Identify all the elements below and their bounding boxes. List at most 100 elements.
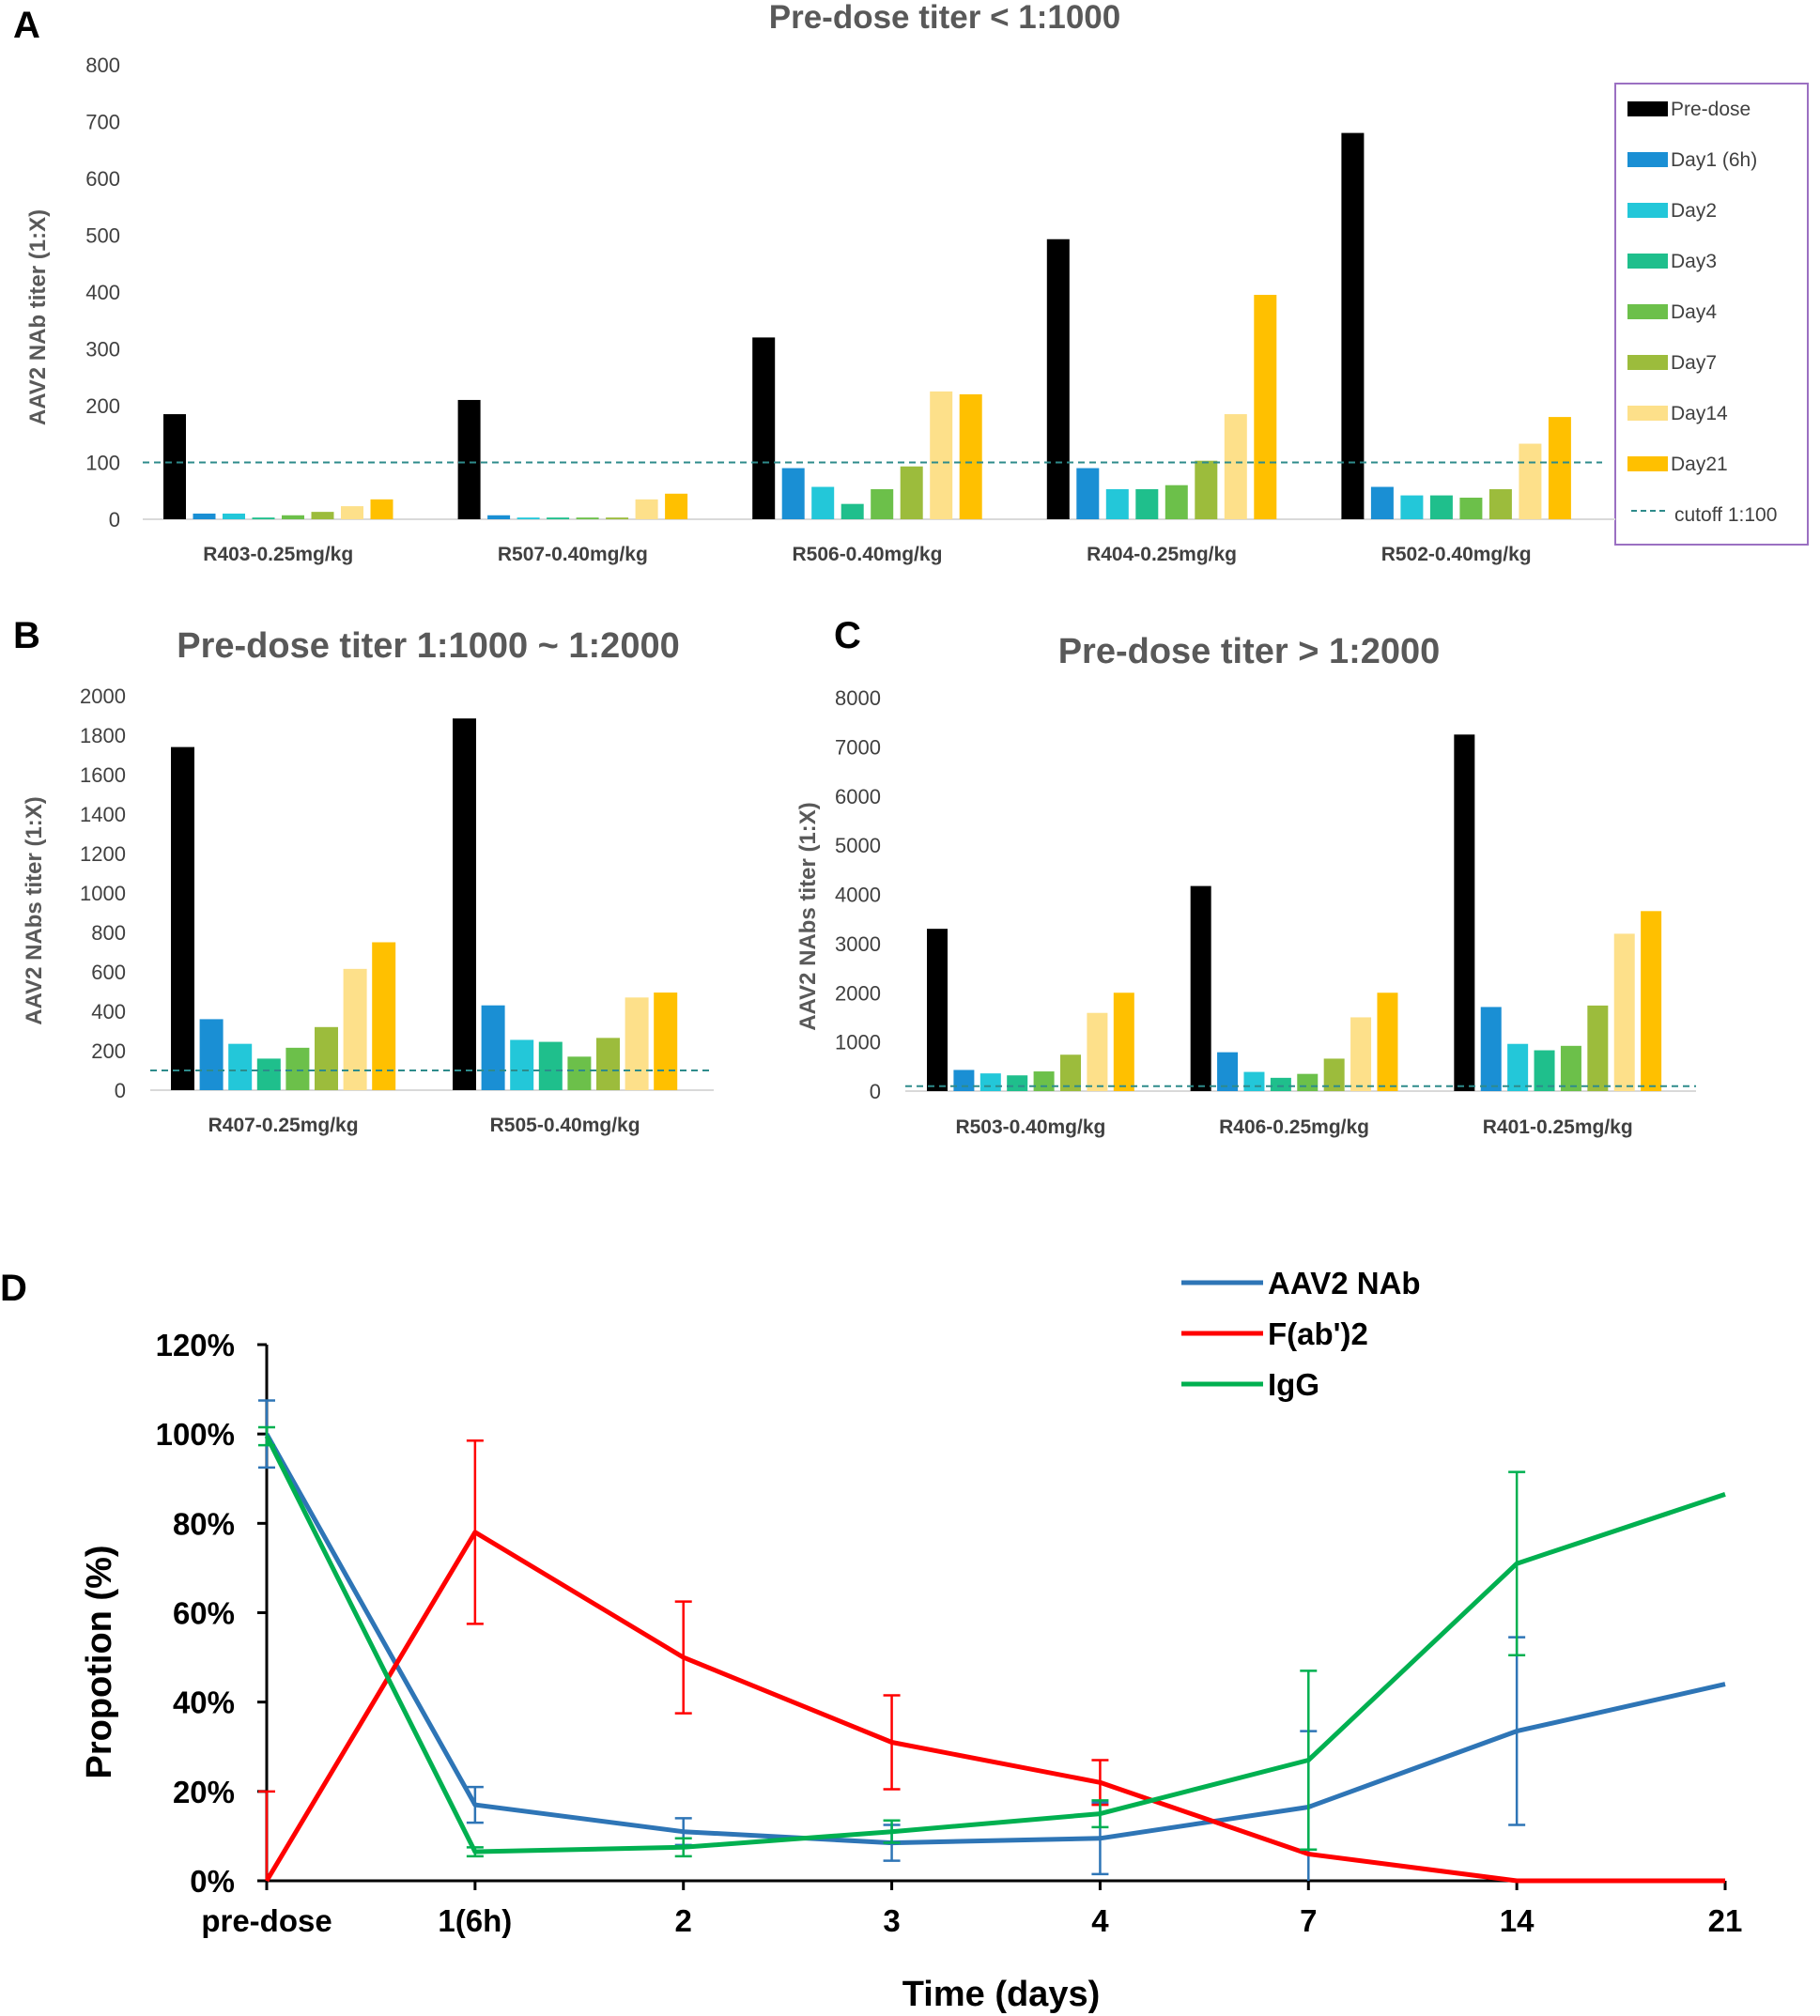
chart-b-ylabel: AAV2 NAbs titer (1:X) [22, 796, 47, 1025]
legend-label: Day21 [1671, 454, 1728, 475]
bar-day4 [1560, 1045, 1581, 1091]
legend-label: Day2 [1671, 200, 1717, 222]
series-line-igg [264, 1435, 1726, 1854]
category-label: R404-0.25mg/kg [1087, 544, 1237, 565]
series-line-f-ab-2 [264, 1530, 1725, 1884]
bar-day2 [228, 1043, 253, 1090]
bar-day21 [1548, 417, 1571, 519]
chart-d-legend: AAV2 NAb F(ab')2 IgG [1181, 1266, 1421, 1402]
bar-day2 [1400, 495, 1424, 519]
y-tick-label: 600 [85, 167, 120, 191]
chart-a-ylabel: AAV2 NAb titer (1:X) [25, 209, 51, 425]
bar-day2 [979, 1073, 1001, 1091]
bar-day21 [665, 493, 688, 519]
bar-day1-6h [1076, 468, 1100, 519]
category-label: R401-0.25mg/kg [1483, 1116, 1633, 1138]
y-tick-label: 1400 [80, 803, 126, 826]
bar-day21 [370, 499, 393, 519]
y-tick-label: 1800 [80, 724, 126, 747]
bar-pre-dose [1046, 239, 1070, 520]
y-tick-label: 100 [85, 452, 120, 475]
y-tick-label: 800 [91, 921, 126, 945]
bar-day21 [372, 942, 396, 1090]
bar-day14 [635, 499, 658, 519]
y-tick-label: 200 [85, 394, 120, 418]
y-tick-label: 300 [85, 338, 120, 362]
category-label: R407-0.25mg/kg [208, 1115, 359, 1136]
bar-day1-6h [1217, 1052, 1239, 1091]
bar-day4 [1459, 498, 1483, 519]
bar-day3 [1429, 495, 1453, 519]
category-label: R502-0.40mg/kg [1381, 544, 1532, 565]
y-tick-label: 0 [115, 1079, 126, 1102]
y-tick-label: 600 [91, 961, 126, 984]
bar-day2 [1243, 1071, 1265, 1091]
bar-day7 [1587, 1005, 1609, 1091]
bar-day14 [1087, 1012, 1108, 1091]
x-tick-label: 1(6h) [438, 1903, 512, 1938]
bar-day2 [1105, 488, 1129, 519]
chart-d: 0% 20% 40% 60% 80% 100% 120% pre-dose 1(6h) 2 3 4 7 1… [156, 1328, 1743, 1938]
x-tick-label: 14 [1500, 1903, 1535, 1938]
bar-day3 [1534, 1050, 1555, 1091]
y-tick-label: 7000 [835, 735, 881, 759]
x-tick-label: 21 [1708, 1903, 1743, 1938]
bar-day21 [1377, 993, 1398, 1091]
y-tick-label: 2000 [80, 685, 126, 708]
y-tick-label: 0 [109, 508, 120, 531]
bar-day14 [1350, 1017, 1372, 1091]
panel-letter-c: C [834, 615, 861, 656]
legend-label: AAV2 NAb [1268, 1266, 1421, 1300]
bar-day1-6h [199, 1019, 224, 1090]
x-tick-label: 7 [1300, 1903, 1317, 1938]
chart-d-ylabel: Propotion (%) [80, 1545, 119, 1778]
bar-day1-6h [193, 513, 216, 519]
legend-swatch [1627, 152, 1668, 167]
bar-pre-dose [453, 718, 476, 1090]
bar-day21 [654, 993, 678, 1090]
legend-swatch [1627, 406, 1668, 421]
bar-day3 [1007, 1075, 1028, 1091]
bar-day2 [517, 517, 540, 519]
bar-day4 [576, 517, 599, 519]
bar-day4 [1297, 1073, 1319, 1091]
category-label: R503-0.40mg/kg [955, 1116, 1105, 1138]
y-tick-label: 1000 [80, 882, 126, 905]
bar-day21 [959, 393, 982, 519]
bar-day3 [1270, 1077, 1291, 1091]
bar-day4 [871, 488, 894, 519]
bar-day7 [1195, 460, 1218, 519]
x-tick-label: 4 [1091, 1903, 1109, 1938]
legend-label: Day14 [1671, 403, 1728, 424]
bar-day3 [547, 517, 570, 519]
bar-day3 [256, 1058, 281, 1090]
bar-pre-dose [1341, 132, 1365, 519]
category-label: R506-0.40mg/kg [792, 544, 942, 565]
bar-day7 [1488, 488, 1512, 519]
chart-a: 0 100 200 300 400 500 600 700 800 R403-0.25mg/kg R… [85, 54, 1615, 565]
panel-letter-a: A [13, 5, 40, 46]
bar-day21 [1254, 295, 1277, 519]
legend-label: F(ab')2 [1268, 1316, 1368, 1351]
legend-label: Pre-dose [1671, 99, 1751, 120]
chart-c-title: Pre-dose titer > 1:2000 [1058, 632, 1441, 671]
bar-day4 [567, 1056, 592, 1090]
bar-day4 [285, 1047, 310, 1090]
chart-b-title: Pre-dose titer 1:1000 ~ 1:2000 [177, 626, 679, 666]
y-tick-label: 120% [156, 1328, 235, 1362]
legend-label: Day1 (6h) [1671, 149, 1757, 171]
chart-d-xlabel: Time (days) [902, 1975, 1100, 2014]
bar-pre-dose [1454, 734, 1475, 1091]
y-tick-label: 1200 [80, 842, 126, 866]
chart-a-title: Pre-dose titer < 1:1000 [769, 0, 1121, 36]
y-tick-label: 1000 [835, 1031, 881, 1054]
y-tick-label: 3000 [835, 932, 881, 956]
bar-day14 [341, 506, 363, 519]
legend-swatch [1627, 101, 1668, 116]
bar-day7 [1323, 1058, 1345, 1091]
bar-pre-dose [163, 414, 186, 519]
bar-day21 [1113, 993, 1134, 1091]
bar-day7 [1060, 1054, 1081, 1091]
y-tick-label: 100% [156, 1417, 235, 1452]
y-tick-label: 40% [173, 1685, 235, 1720]
